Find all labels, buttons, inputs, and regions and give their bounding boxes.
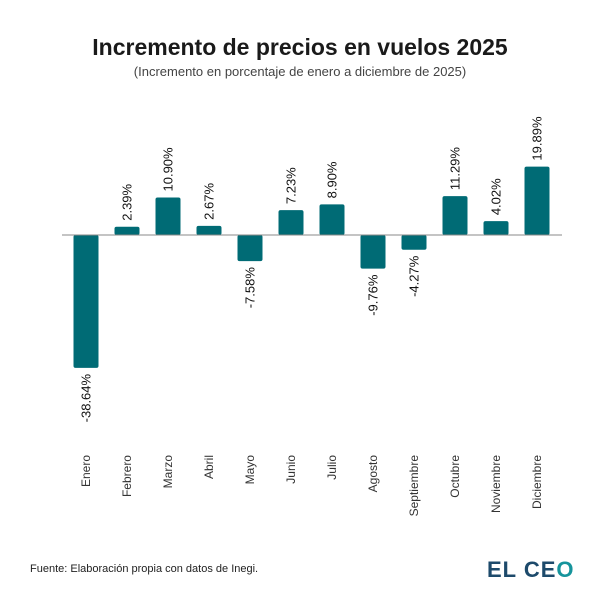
category-label: Octubre — [448, 455, 462, 498]
data-label: -38.64% — [79, 373, 94, 422]
data-label: 2.67% — [202, 183, 217, 220]
bar-diciembre — [524, 166, 550, 235]
category-label: Diciembre — [530, 455, 544, 509]
category-label: Julio — [325, 455, 339, 480]
el-ceo-logo: EL CEO — [487, 557, 575, 583]
bar-marzo — [155, 197, 181, 235]
category-label: Septiembre — [407, 455, 421, 517]
logo-accent: O — [556, 557, 575, 582]
data-label: 2.39% — [120, 183, 135, 220]
bar-febrero — [114, 226, 140, 235]
bar-enero — [73, 235, 99, 368]
bar-junio — [278, 210, 304, 235]
category-label: Noviembre — [489, 455, 503, 513]
data-label: 11.29% — [448, 147, 463, 191]
data-label: -7.58% — [243, 267, 258, 309]
category-label: Febrero — [120, 455, 134, 497]
data-label: 8.90% — [325, 161, 340, 198]
data-label: 7.23% — [284, 167, 299, 204]
category-label: Enero — [79, 455, 93, 487]
bar-julio — [319, 204, 345, 235]
bar-agosto — [360, 235, 386, 269]
data-label: -4.27% — [407, 255, 422, 297]
data-label: 19.89% — [530, 116, 545, 161]
logo-main: EL CE — [487, 557, 557, 582]
bar-mayo — [237, 235, 263, 262]
bar-septiembre — [401, 235, 427, 250]
chart-subtitle: (Incremento en porcentaje de enero a dic… — [133, 64, 467, 79]
category-label: Mayo — [243, 455, 257, 485]
bar-octubre — [442, 196, 468, 235]
data-label: 4.02% — [489, 178, 504, 215]
category-label: Abril — [202, 455, 216, 479]
chart-title: Incremento de precios en vuelos 2025 — [92, 34, 508, 60]
data-label: 10.90% — [161, 147, 176, 192]
source-note: Fuente: Elaboración propia con datos de … — [30, 563, 259, 575]
category-label: Junio — [284, 455, 298, 484]
bar-noviembre — [483, 221, 509, 235]
category-label: Marzo — [161, 455, 175, 489]
bar-abril — [196, 225, 222, 235]
category-label: Agosto — [366, 455, 380, 493]
data-label: -9.76% — [366, 274, 381, 316]
